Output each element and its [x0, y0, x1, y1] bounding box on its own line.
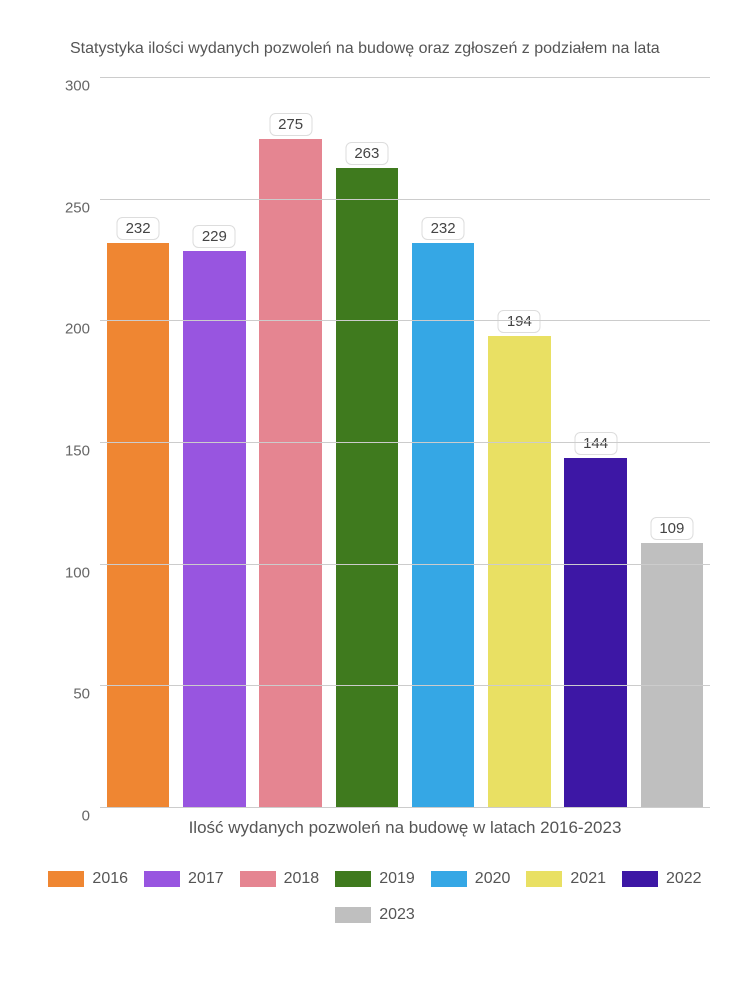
bar-2020: 232: [412, 243, 475, 808]
bar-2022: 144: [564, 458, 627, 808]
bar-value-label: 275: [269, 113, 312, 136]
gridline: [100, 807, 710, 808]
legend-item-2016: 2016: [48, 863, 128, 895]
y-tick-label: 300: [65, 78, 90, 95]
gridline: [100, 77, 710, 78]
y-axis: 050100150200250300: [40, 78, 100, 808]
legend-item-2019: 2019: [335, 863, 415, 895]
legend-label: 2019: [379, 863, 415, 895]
chart-container: 050100150200250300 232229275263232194144…: [40, 78, 720, 848]
legend-label: 2022: [666, 863, 702, 895]
y-tick-label: 150: [65, 443, 90, 460]
legend-label: 2017: [188, 863, 224, 895]
legend-swatch: [240, 871, 276, 887]
bar-value-label: 232: [422, 217, 465, 240]
bar-value-label: 229: [193, 225, 236, 248]
y-tick-label: 200: [65, 321, 90, 338]
legend-item-2021: 2021: [526, 863, 606, 895]
bar-2018: 275: [259, 139, 322, 808]
legend-item-2022: 2022: [622, 863, 702, 895]
legend-swatch: [144, 871, 180, 887]
bar-value-label: 194: [498, 310, 541, 333]
legend-swatch: [622, 871, 658, 887]
bar-value-label: 263: [345, 142, 388, 165]
y-tick-label: 250: [65, 199, 90, 216]
legend-item-2023: 2023: [335, 899, 415, 931]
legend: 2016 2017 2018 2019 2020 2021 2022 2023: [30, 863, 720, 935]
gridline: [100, 442, 710, 443]
bar-value-label: 232: [117, 217, 160, 240]
bar-value-label: 109: [650, 517, 693, 540]
gridline: [100, 685, 710, 686]
y-tick-label: 100: [65, 564, 90, 581]
legend-label: 2023: [379, 899, 415, 931]
legend-swatch: [335, 871, 371, 887]
legend-swatch: [526, 871, 562, 887]
gridline: [100, 199, 710, 200]
legend-label: 2018: [284, 863, 320, 895]
gridline: [100, 320, 710, 321]
legend-label: 2021: [570, 863, 606, 895]
gridline: [100, 564, 710, 565]
legend-swatch: [431, 871, 467, 887]
bar-2023: 109: [641, 543, 704, 808]
legend-swatch: [48, 871, 84, 887]
x-axis-label: Ilość wydanych pozwoleń na budowę w lata…: [100, 818, 710, 838]
bars-area: 232229275263232194144109: [100, 78, 710, 808]
bar-2017: 229: [183, 251, 246, 808]
y-tick-label: 50: [73, 686, 90, 703]
bar-2021: 194: [488, 336, 551, 808]
bar-2016: 232: [107, 243, 170, 808]
legend-item-2020: 2020: [431, 863, 511, 895]
legend-label: 2020: [475, 863, 511, 895]
y-tick-label: 0: [82, 808, 90, 825]
legend-item-2018: 2018: [240, 863, 320, 895]
chart-title: Statystyka ilości wydanych pozwoleń na b…: [70, 40, 720, 58]
legend-item-2017: 2017: [144, 863, 224, 895]
bar-2019: 263: [336, 168, 399, 808]
legend-swatch: [335, 907, 371, 923]
bar-value-label: 144: [574, 432, 617, 455]
legend-label: 2016: [92, 863, 128, 895]
